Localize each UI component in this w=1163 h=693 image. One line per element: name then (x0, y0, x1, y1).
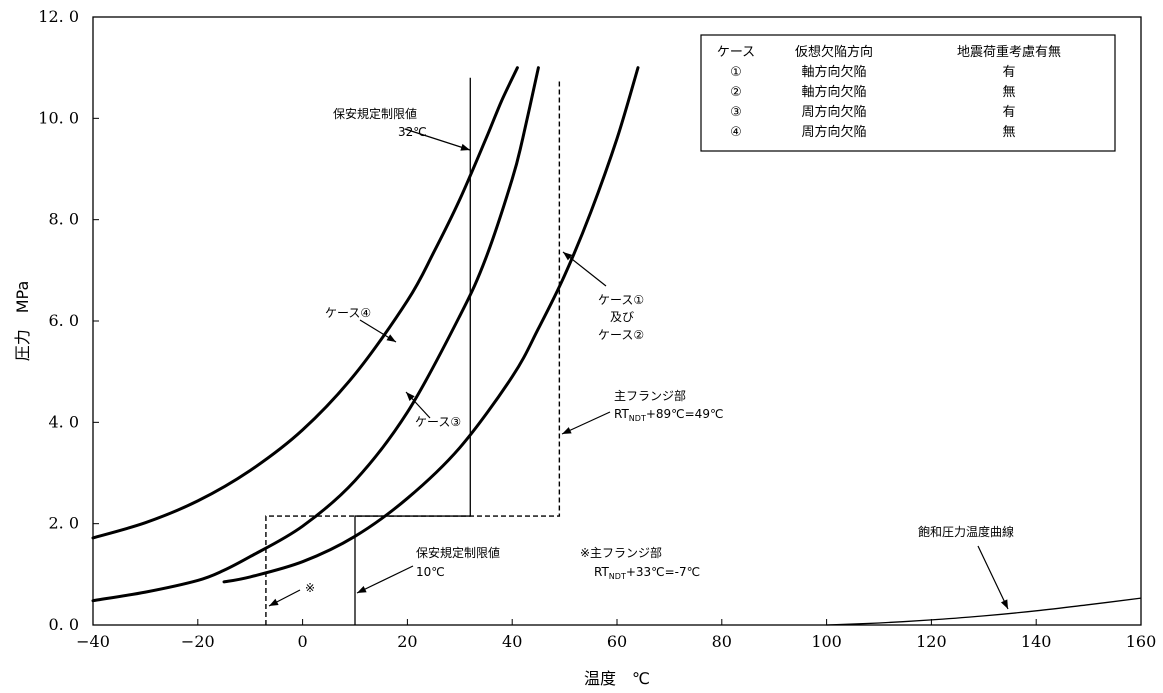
annotation-arrow-head (460, 143, 470, 151)
series-limit-32 (354, 77, 471, 625)
series-case1-2 (222, 66, 640, 584)
x-tick-label: 120 (916, 632, 947, 651)
annotation-limit10-line2: 10℃ (416, 565, 445, 579)
legend-box (700, 34, 1116, 152)
series-case3 (91, 66, 540, 603)
y-tick-label: 0. 0 (48, 615, 79, 634)
legend-row1-case: ① (730, 65, 742, 80)
legend-header-direction: 仮想欠陥方向 (795, 44, 873, 60)
x-tick-label: −40 (76, 632, 110, 651)
annotation-arrow-line (977, 545, 1009, 610)
axis-ticks: −40 −20 0 20 40 60 80 100 120 140 160 0. 0 2. 0 4. 0 6… (38, 7, 1156, 651)
annotation-flange89-line2: RTNDT+89℃=49℃ (614, 407, 723, 423)
x-tick-label: 100 (811, 632, 842, 651)
x-tick-label: 140 (1021, 632, 1052, 651)
annotation-case12-line2: 及び (610, 310, 634, 324)
annotation-limit10-line1: 保安規定制限値 (416, 545, 500, 560)
x-tick-label: 0 (298, 632, 308, 651)
y-tick-label: 2. 0 (48, 514, 79, 533)
x-axis-label: 温度 ℃ (584, 669, 650, 688)
series-flange (265, 80, 561, 625)
annotation-saturation: 飽和圧力温度曲線 (918, 524, 1014, 539)
legend-header-seismic: 地震荷重考慮有無 (957, 44, 1061, 60)
legend-table: ケース 仮想欠陥方向 地震荷重考慮有無 ① 軸方向欠陥 有 ② 軸方向欠陥 無 … (700, 34, 1116, 152)
annotation-arrow-line (356, 565, 414, 594)
annotation-note-mark: ※ (305, 581, 315, 595)
series-group (91, 66, 1142, 626)
legend-row3-direction: 周方向欠陥 (801, 104, 866, 120)
y-tick-label: 6. 0 (48, 311, 79, 330)
series-case4 (91, 66, 519, 540)
annotation-case12-line1: ケース① (598, 293, 644, 307)
legend-row2-case: ② (730, 85, 742, 100)
annotation-flange33-line1: ※主フランジ部 (580, 545, 662, 560)
x-tick-label: 160 (1126, 632, 1157, 651)
annotation-case3: ケース③ (415, 415, 461, 429)
legend-row4-case: ④ (730, 125, 742, 140)
annotation-arrow-head (406, 392, 415, 401)
x-tick-label: 60 (607, 632, 627, 651)
annotation-arrow-head (357, 585, 367, 593)
legend-row4-seismic: 無 (1002, 125, 1015, 140)
y-tick-label: 4. 0 (48, 412, 79, 431)
annotation-arrow-line (562, 251, 607, 287)
annotation-arrow-head (563, 252, 573, 261)
x-tick-label: −20 (181, 632, 215, 651)
annotation-flange33-line2: RTNDT+33℃=-7℃ (594, 565, 700, 581)
series-saturation (826, 597, 1142, 626)
annotation-arrows (268, 128, 1009, 610)
x-tick-label: 40 (502, 632, 522, 651)
annotation-arrow-head (1000, 599, 1008, 609)
annotation-flange89-line1: 主フランジ部 (614, 388, 686, 403)
annotation-limit32-line1: 保安規定制限値 (333, 106, 417, 121)
annotation-case4: ケース④ (325, 306, 371, 320)
legend-row1-seismic: 有 (1002, 65, 1015, 80)
legend-row2-seismic: 無 (1002, 85, 1015, 100)
y-tick-label: 12. 0 (38, 7, 79, 26)
annotation-arrow-head (562, 427, 572, 434)
annotation-limit32-line2: 32℃ (398, 125, 427, 139)
legend-row3-case: ③ (730, 105, 742, 120)
legend-row3-seismic: 有 (1002, 105, 1015, 120)
annotation-arrow-head (386, 334, 396, 342)
annotation-case12-line3: ケース② (598, 328, 644, 342)
x-tick-label: 80 (712, 632, 732, 651)
annotation-arrow-line (404, 128, 471, 151)
legend-row2-direction: 軸方向欠陥 (801, 84, 866, 100)
y-tick-label: 8. 0 (48, 210, 79, 229)
y-axis-label: 圧力 MPa (13, 281, 32, 362)
legend-header-case: ケース (717, 45, 755, 60)
legend-row4-direction: 周方向欠陥 (801, 124, 866, 140)
annotation-arrow-head (269, 598, 279, 606)
y-tick-label: 10. 0 (38, 108, 79, 127)
legend-row1-direction: 軸方向欠陥 (801, 64, 866, 80)
x-tick-label: 20 (397, 632, 417, 651)
